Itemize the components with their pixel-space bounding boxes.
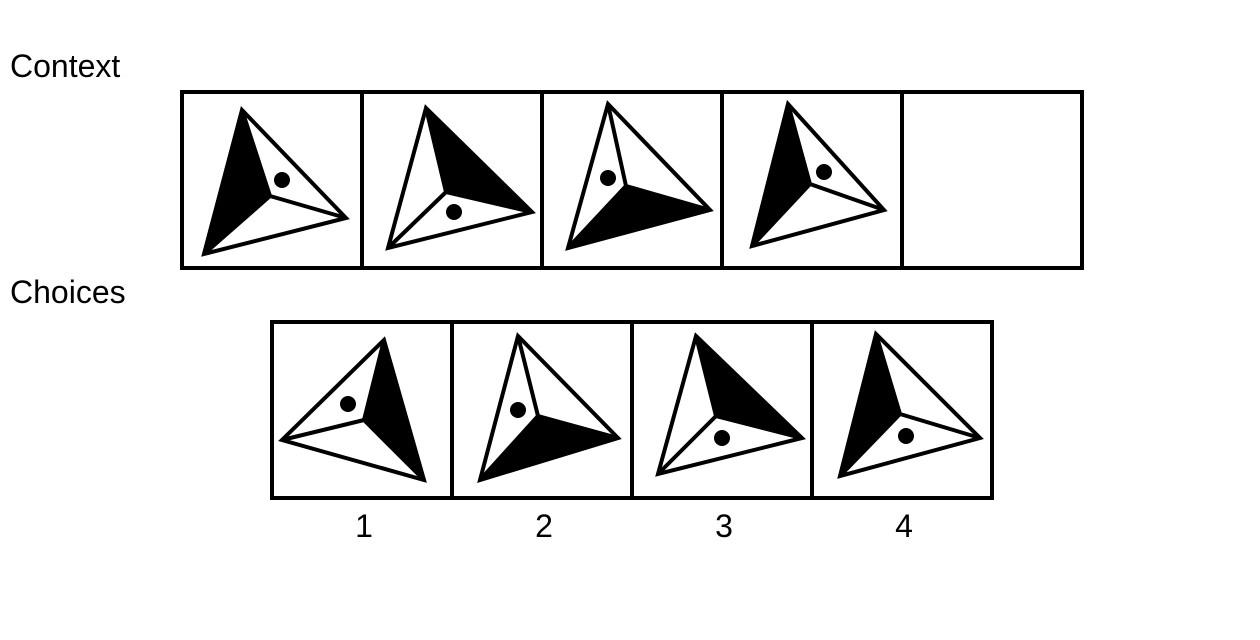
context-figure-2 (385, 104, 536, 251)
dot (274, 172, 290, 188)
dot (714, 430, 730, 446)
triangle-outline (749, 99, 888, 249)
dot (816, 164, 832, 180)
divider-line (478, 414, 540, 482)
choice-cell-4[interactable] (814, 324, 990, 496)
divider-line (656, 414, 718, 476)
triangle-outline (655, 332, 806, 477)
triangle-outline (565, 100, 714, 251)
triangle-outline (278, 336, 427, 483)
choice-number-4[interactable]: 4 (895, 508, 913, 544)
divider-line (786, 103, 812, 185)
choice-numbers: 1 2 3 4 (274, 510, 994, 542)
divider-line (606, 103, 628, 187)
dot (340, 396, 356, 412)
choice-cell-3[interactable] (634, 324, 814, 496)
divider-line (269, 194, 347, 220)
context-strip (180, 90, 1084, 270)
dot (600, 170, 616, 186)
choice-figure-4 (837, 330, 984, 479)
divider-line (625, 184, 711, 212)
context-figure-4 (749, 99, 888, 249)
divider-line (694, 335, 718, 417)
divider-line (750, 182, 812, 248)
context-cell-empty (904, 94, 1080, 266)
divider-line (362, 418, 426, 482)
triangle-outline (477, 332, 622, 483)
divider-line (809, 182, 885, 212)
triangle-outline (201, 106, 350, 257)
triangle-outline (385, 104, 536, 251)
choice-cell-1[interactable] (274, 324, 454, 496)
dot (446, 204, 462, 220)
dot (898, 428, 914, 444)
choice-cell-2[interactable] (454, 324, 634, 496)
divider-line (715, 414, 803, 440)
divider-line (424, 107, 448, 193)
context-figure-1 (201, 106, 350, 257)
choices-label: Choices (10, 274, 126, 310)
divider-line (838, 412, 902, 478)
divider-line (445, 190, 533, 214)
choice-number-2[interactable]: 2 (535, 508, 553, 544)
context-cell-4 (724, 94, 904, 266)
divider-line (899, 412, 981, 440)
choices-strip (270, 320, 994, 500)
divider-line (386, 190, 448, 250)
context-cell-2 (364, 94, 544, 266)
choice-figure-1 (278, 336, 427, 483)
choice-figure-2 (477, 332, 622, 483)
shaded-face (480, 416, 618, 480)
context-cell-3 (544, 94, 724, 266)
divider-line (566, 184, 628, 250)
context-figure-3 (565, 100, 714, 251)
choice-figure-3 (655, 332, 806, 477)
divider-line (874, 333, 902, 415)
choice-number-1[interactable]: 1 (355, 508, 373, 544)
triangle-outline (837, 330, 984, 479)
divider-line (537, 414, 619, 440)
dot (510, 402, 526, 418)
divider-line (516, 335, 540, 417)
divider-line (362, 339, 386, 421)
choice-number-3[interactable]: 3 (715, 508, 733, 544)
context-cell-1 (184, 94, 364, 266)
divider-line (281, 418, 365, 442)
shaded-face (752, 104, 810, 246)
shaded-face (364, 340, 424, 480)
context-label: Context (10, 48, 121, 84)
divider-line (240, 109, 272, 197)
divider-line (202, 194, 272, 256)
